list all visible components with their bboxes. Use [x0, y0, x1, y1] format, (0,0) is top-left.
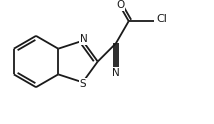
Text: S: S — [79, 79, 86, 89]
Text: N: N — [80, 34, 87, 44]
Text: Cl: Cl — [156, 14, 167, 24]
Text: N: N — [112, 68, 120, 78]
Text: O: O — [116, 0, 124, 10]
